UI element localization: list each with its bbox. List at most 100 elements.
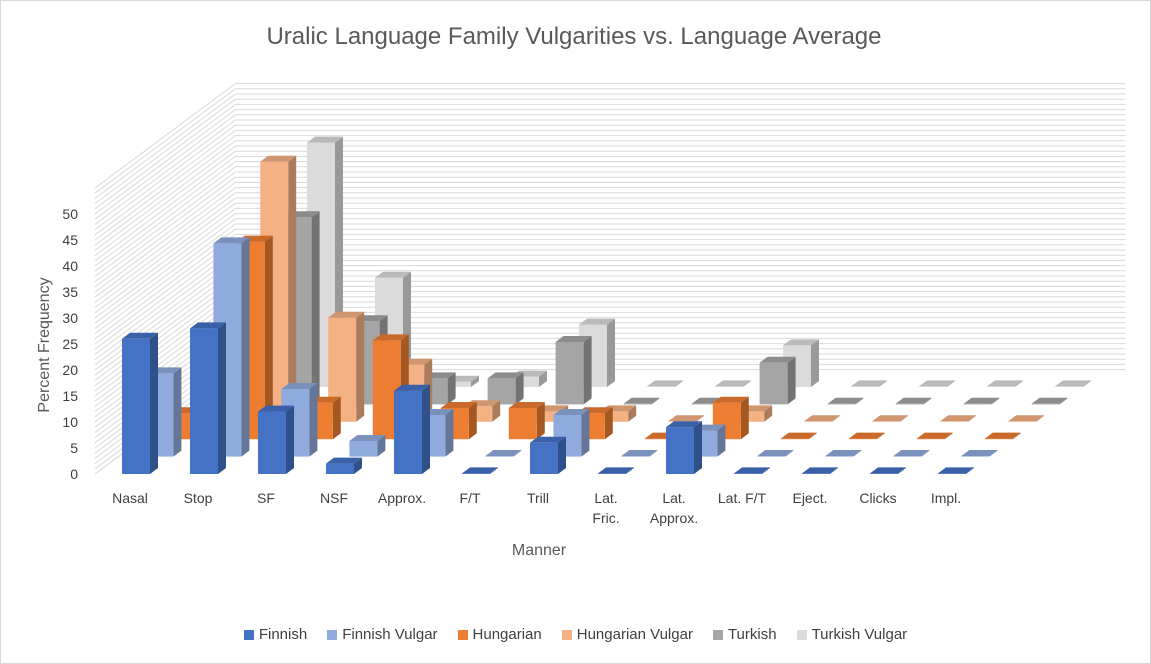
bar-top — [668, 415, 705, 422]
bar-side — [787, 356, 796, 405]
bar-front — [462, 473, 490, 474]
bar — [963, 397, 1000, 405]
legend-item: Turkish Vulgar — [796, 626, 908, 643]
bar-front — [919, 386, 947, 387]
bar-top — [827, 397, 864, 404]
bar-top — [757, 450, 794, 456]
bar-front — [258, 411, 286, 474]
bar-front — [666, 427, 694, 474]
gridline-side — [94, 291, 236, 397]
bar — [394, 384, 430, 474]
bar-side — [218, 322, 226, 474]
bar-top — [1031, 397, 1068, 404]
bar-top — [783, 339, 819, 346]
x-tick-label: SF — [257, 490, 275, 506]
bar-side — [536, 402, 545, 440]
x-tick-label: Lat. Fric. — [592, 490, 619, 526]
bar-top — [938, 467, 974, 474]
bar-side — [539, 370, 547, 387]
gridline-side — [94, 187, 236, 293]
bar — [938, 467, 974, 474]
bar-side — [675, 380, 683, 387]
x-tick-label: Lat. F/T — [718, 490, 767, 506]
bar — [598, 467, 634, 474]
bar-side — [356, 311, 365, 422]
bar — [508, 402, 545, 440]
bar — [647, 380, 683, 387]
bar — [579, 318, 615, 387]
bar-side — [649, 450, 658, 457]
bar — [281, 383, 318, 457]
gridline-side — [94, 254, 236, 361]
bar — [623, 397, 660, 405]
bar-front — [600, 411, 629, 422]
bar-front — [870, 473, 898, 474]
bar-top — [916, 432, 953, 439]
bar-side — [900, 415, 909, 422]
bar-front — [326, 463, 354, 474]
bar-side — [830, 467, 838, 474]
bar-front — [691, 403, 720, 405]
bar-side — [694, 421, 702, 474]
gridline-side — [94, 171, 236, 277]
chart-title: Uralic Language Family Vulgarities vs. L… — [266, 23, 881, 50]
bar — [802, 467, 838, 474]
bar-front — [872, 421, 901, 422]
gridline-side — [94, 114, 236, 220]
bar-front — [938, 473, 966, 474]
bar-top — [870, 467, 906, 474]
bar — [1008, 415, 1045, 422]
bar-side — [876, 432, 885, 440]
bar-front — [508, 408, 537, 440]
gridline-side — [94, 223, 236, 329]
bar — [621, 450, 658, 457]
bar-top — [759, 356, 796, 363]
bar-side — [447, 372, 456, 405]
bar-top — [598, 467, 634, 474]
bar-side — [717, 424, 726, 457]
legend-swatch — [457, 629, 468, 640]
bar-front — [122, 338, 150, 474]
bar-top — [1008, 415, 1045, 422]
gridline-side — [94, 176, 236, 283]
bar-front — [736, 411, 765, 422]
x-tick-label: NSF — [320, 490, 348, 506]
bar-side — [991, 397, 1000, 405]
bar-side — [764, 405, 773, 422]
bar-top — [825, 450, 862, 456]
bar-top — [326, 457, 362, 464]
bar-side — [377, 435, 386, 457]
bar-top — [394, 384, 430, 391]
bar-front — [1008, 421, 1037, 422]
bar-top — [1055, 380, 1091, 387]
bar-side — [286, 405, 294, 474]
bar-top — [623, 397, 660, 404]
bar-side — [1059, 397, 1068, 405]
bar — [1031, 397, 1068, 405]
bar-side — [762, 467, 770, 474]
bar — [870, 467, 906, 474]
bar-front — [851, 386, 879, 387]
gridline-side — [94, 239, 236, 345]
bar-top — [213, 237, 250, 244]
legend-item: Hungarian — [457, 626, 542, 643]
legend-label: Turkish — [727, 626, 777, 643]
bar — [916, 432, 953, 440]
bar-top — [440, 402, 477, 408]
bar — [487, 372, 524, 405]
x-tick-label: Lat. Approx. — [650, 490, 698, 526]
bar-front — [647, 386, 675, 387]
bar — [804, 415, 841, 422]
bar-top — [258, 405, 294, 412]
bar-top — [349, 435, 386, 441]
legend-label: Turkish Vulgar — [811, 626, 908, 643]
bar — [553, 409, 590, 457]
bar — [122, 332, 158, 474]
bar-side — [626, 467, 634, 474]
bar-top — [872, 415, 909, 422]
gridline-side — [94, 265, 236, 371]
bar-side — [1083, 380, 1091, 387]
bar-side — [468, 402, 477, 440]
x-tick-label: Trill — [527, 490, 549, 506]
